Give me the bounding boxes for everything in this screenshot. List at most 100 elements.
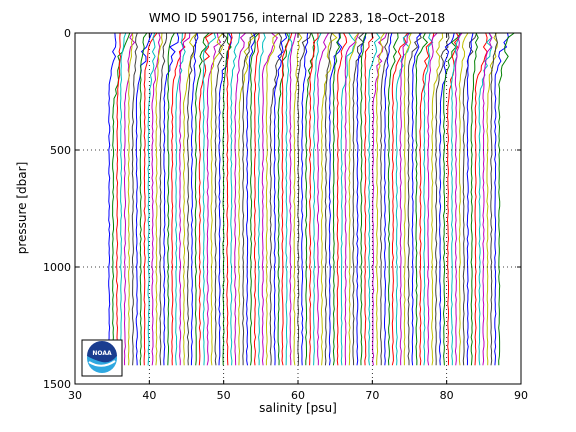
profile-line <box>245 33 256 366</box>
profile-line <box>249 33 260 366</box>
profile-line <box>360 33 367 366</box>
profile-line <box>269 33 283 366</box>
y-tick-label: 1000 <box>43 261 71 274</box>
profile-line <box>324 33 333 366</box>
profile-line <box>340 33 357 366</box>
profile-line <box>210 33 224 366</box>
y-tick-label: 1500 <box>43 378 71 391</box>
profile-line <box>391 33 409 366</box>
profile-line <box>131 33 138 366</box>
y-tick-label: 0 <box>64 27 71 40</box>
profile-line <box>372 33 388 366</box>
profile-line <box>179 33 191 366</box>
noaa-logo: NOAA <box>81 339 123 377</box>
profile-line <box>482 33 493 366</box>
profile-line <box>285 33 293 366</box>
profile-line <box>387 33 399 366</box>
profile-line <box>498 33 515 366</box>
profile-line <box>466 33 474 366</box>
profile-line <box>478 33 493 366</box>
profile-line <box>171 33 186 366</box>
profile-line <box>123 33 136 366</box>
profile-line <box>226 33 233 366</box>
profile-line <box>419 33 435 366</box>
profile-line <box>186 33 198 366</box>
profile-line <box>202 33 217 366</box>
profile-line <box>486 33 499 366</box>
profile-line <box>368 33 381 366</box>
x-axis-label: salinity [psu] <box>259 401 337 415</box>
profile-line <box>293 33 303 366</box>
profile-line <box>431 33 444 366</box>
profile-line <box>115 33 122 366</box>
x-tick-label: 50 <box>217 389 231 402</box>
profile-line <box>395 33 412 366</box>
profile-line <box>344 33 360 366</box>
profile-line <box>190 33 199 366</box>
profile-line <box>474 33 488 366</box>
profile-line <box>454 33 463 366</box>
profile-line <box>305 33 316 366</box>
profile-line <box>261 33 278 366</box>
axis-ticks: 30 40 50 60 70 80 90 0 500 1000 1500 <box>43 27 528 402</box>
y-tick-label: 500 <box>50 144 71 157</box>
profile-line <box>147 33 156 366</box>
profile-line <box>309 33 319 366</box>
profile-line <box>439 33 455 366</box>
x-tick-label: 90 <box>514 389 528 402</box>
profile-line <box>182 33 198 366</box>
profile-line <box>139 33 148 366</box>
profile-line <box>352 33 365 366</box>
profile-line <box>399 33 410 366</box>
profile-line <box>336 33 348 366</box>
profile-line <box>332 33 341 366</box>
profile-line <box>238 33 255 366</box>
x-tick-label: 80 <box>440 389 454 402</box>
x-tick-label: 40 <box>142 389 156 402</box>
x-tick-label: 70 <box>365 389 379 402</box>
profile-line <box>450 33 462 366</box>
profile-line <box>490 33 498 366</box>
profile-line <box>230 33 241 366</box>
profile-line <box>376 33 385 366</box>
profile-line <box>383 33 393 366</box>
profile-line <box>446 33 460 366</box>
profile-line <box>411 33 422 366</box>
profile-line <box>273 33 288 366</box>
profile-line <box>423 33 434 366</box>
profile-line <box>458 33 469 366</box>
profile-line <box>265 33 280 366</box>
profile-line <box>112 33 131 366</box>
grid-lines <box>75 33 521 384</box>
profile-line <box>328 33 343 366</box>
profile-line <box>348 33 360 366</box>
y-axis-label: pressure [dbar] <box>15 162 29 255</box>
plot-area: 30 40 50 60 70 80 90 0 500 1000 1500 <box>43 27 528 402</box>
noaa-logo-text: NOAA <box>92 350 112 357</box>
profile-line <box>198 33 214 366</box>
x-tick-label: 60 <box>291 389 305 402</box>
profile-line <box>218 33 232 366</box>
profile-line <box>234 33 247 366</box>
profile-line <box>194 33 210 366</box>
profile-line <box>108 33 117 366</box>
profile-lines <box>108 33 515 366</box>
profile-line <box>257 33 266 366</box>
profile-line <box>155 33 163 366</box>
profile-line <box>407 33 422 366</box>
profile-line <box>119 33 127 366</box>
profile-line <box>356 33 366 366</box>
profile-line <box>427 33 438 366</box>
profile-line <box>316 33 330 366</box>
x-tick-label: 30 <box>68 389 82 402</box>
chart-title: WMO ID 5901756, internal ID 2283, 18–Oct… <box>149 11 445 25</box>
profile-line <box>320 33 338 366</box>
profile-line <box>175 33 186 366</box>
profile-line <box>135 33 153 366</box>
profile-line <box>127 33 134 366</box>
profile-line <box>167 33 175 366</box>
profile-line <box>470 33 479 366</box>
profile-line <box>494 33 510 366</box>
profile-line <box>242 33 258 366</box>
